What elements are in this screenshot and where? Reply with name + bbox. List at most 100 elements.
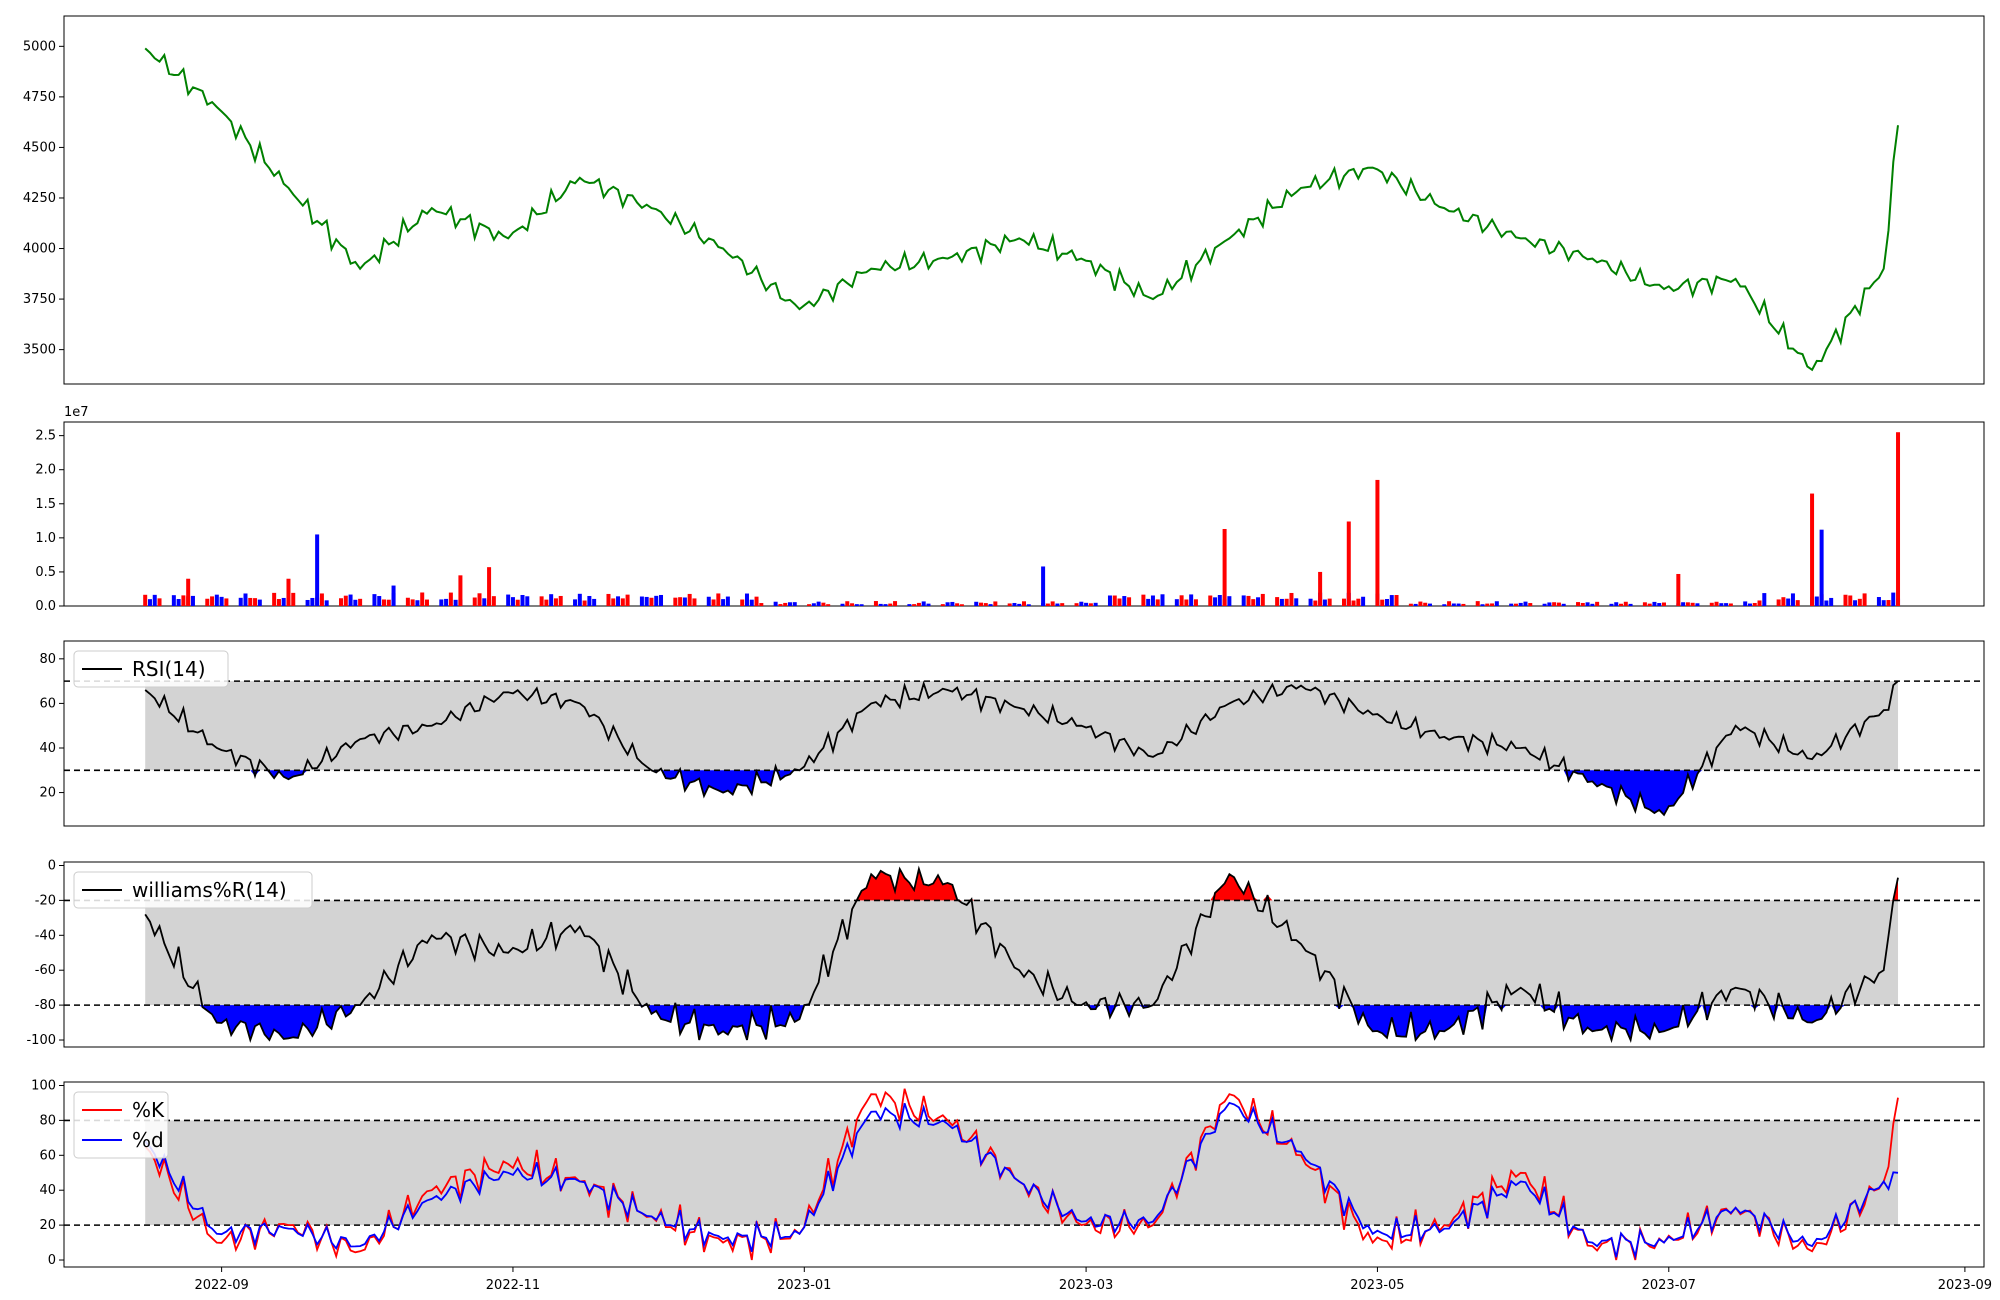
volume-bar xyxy=(477,593,482,606)
volume-bar xyxy=(157,598,162,606)
volume-bar xyxy=(587,595,592,606)
volume-bar xyxy=(1351,600,1356,606)
volume-bar xyxy=(448,592,453,606)
volume-bar xyxy=(1595,601,1600,606)
volume-bar xyxy=(510,597,515,606)
volume-bar xyxy=(319,593,324,606)
volume-bar xyxy=(845,601,850,606)
volume-bar xyxy=(611,598,616,606)
volume-panel-frame xyxy=(63,421,1985,607)
volume-bar xyxy=(238,597,243,606)
volume-bar xyxy=(926,603,931,606)
volume-bar xyxy=(582,600,587,606)
volume-ytick-label: 0.0 xyxy=(35,599,56,614)
williams-band xyxy=(145,900,1899,1006)
volume-bar xyxy=(883,604,888,606)
volume-bar-peak xyxy=(1896,432,1901,606)
price-ytick-label: 4500 xyxy=(23,140,56,155)
rsi-legend xyxy=(73,650,229,688)
volume-bar xyxy=(1480,604,1485,606)
volume-bar xyxy=(1752,602,1757,606)
volume-bar xyxy=(1862,593,1867,606)
stochastic-band xyxy=(145,1120,1899,1226)
volume-bar xyxy=(620,598,625,606)
volume-bar xyxy=(1418,601,1423,606)
williams-legend-label: williams%R(14) xyxy=(132,878,287,902)
volume-bar xyxy=(224,598,229,606)
volume-bar xyxy=(1829,597,1834,606)
volume-bar xyxy=(1246,595,1251,606)
volume-bar xyxy=(993,601,998,606)
volume-bar xyxy=(1146,598,1151,606)
volume-bar xyxy=(1251,599,1256,606)
volume-bar xyxy=(1461,603,1466,606)
williams-legend xyxy=(73,871,313,909)
volume-bar xyxy=(687,593,692,606)
volume-bar xyxy=(1356,598,1361,606)
volume-bar xyxy=(205,598,210,606)
price-ytick-label: 4250 xyxy=(23,191,56,206)
volume-bar xyxy=(143,594,148,606)
volume-ytick-label: 1.5 xyxy=(35,497,56,512)
volume-bar xyxy=(692,598,697,606)
volume-ytick-label: 2.0 xyxy=(35,463,56,478)
volume-bar xyxy=(1475,601,1480,606)
volume-bar xyxy=(1413,603,1418,606)
volume-bar xyxy=(1447,601,1452,606)
stochastic-ytick-label: 60 xyxy=(39,1148,56,1163)
volume-bar xyxy=(1074,603,1079,606)
volume-bar-peak xyxy=(186,578,191,606)
volume-bar xyxy=(472,597,477,606)
volume-bar xyxy=(1776,599,1781,606)
price-panel-frame xyxy=(63,15,1985,385)
rsi-ytick-label: 80 xyxy=(39,652,56,667)
volume-bar xyxy=(152,594,157,606)
volume-bar xyxy=(1127,597,1132,606)
volume-bar xyxy=(706,596,711,606)
price-ytick-label: 4000 xyxy=(23,242,56,257)
volume-bar xyxy=(520,594,525,606)
volume-bar xyxy=(506,594,511,606)
volume-bar xyxy=(410,599,415,606)
x-tick-label: 2023-03 xyxy=(1059,1278,1113,1293)
volume-ytick-label: 0.5 xyxy=(35,565,56,580)
volume-bar xyxy=(1193,599,1198,606)
volume-bar xyxy=(1743,601,1748,606)
volume-bar xyxy=(873,601,878,606)
volume-bar xyxy=(310,597,315,606)
volume-bar xyxy=(816,601,821,606)
williams-ytick-label: -100 xyxy=(26,1033,56,1048)
volume-bar xyxy=(1117,598,1122,606)
volume-bar xyxy=(716,593,721,606)
volume-bar xyxy=(1380,599,1385,606)
volume-bar xyxy=(945,602,950,606)
volume-bar xyxy=(324,600,329,606)
volume-bar xyxy=(1122,596,1127,606)
volume-bar xyxy=(754,596,759,606)
volume-bar xyxy=(424,599,429,606)
volume-bar-peak xyxy=(1222,528,1227,606)
volume-bar xyxy=(1179,595,1184,606)
volume-bar xyxy=(491,596,496,606)
volume-bar xyxy=(272,592,277,606)
volume-bar xyxy=(343,595,348,606)
volume-bar xyxy=(558,595,563,606)
volume-bar xyxy=(1848,595,1853,606)
volume-bar-peak xyxy=(1041,566,1046,606)
x-tick-label: 2023-09 xyxy=(1938,1278,1992,1293)
volume-bar-peak xyxy=(1819,529,1824,606)
volume-bar xyxy=(339,598,344,606)
volume-bar xyxy=(1891,592,1896,606)
volume-bar xyxy=(859,604,864,606)
volume-bar xyxy=(826,604,831,606)
volume-bar xyxy=(1184,599,1189,606)
volume-bar xyxy=(1294,598,1299,606)
volume-bar xyxy=(1107,595,1112,606)
volume-bar xyxy=(1394,594,1399,606)
volume-bar xyxy=(1256,597,1261,606)
volume-bar xyxy=(1260,593,1265,606)
volume-bar xyxy=(405,597,410,606)
volume-bar xyxy=(439,599,444,606)
volume-bar xyxy=(1881,600,1886,606)
williams-ytick-label: -40 xyxy=(35,928,56,943)
